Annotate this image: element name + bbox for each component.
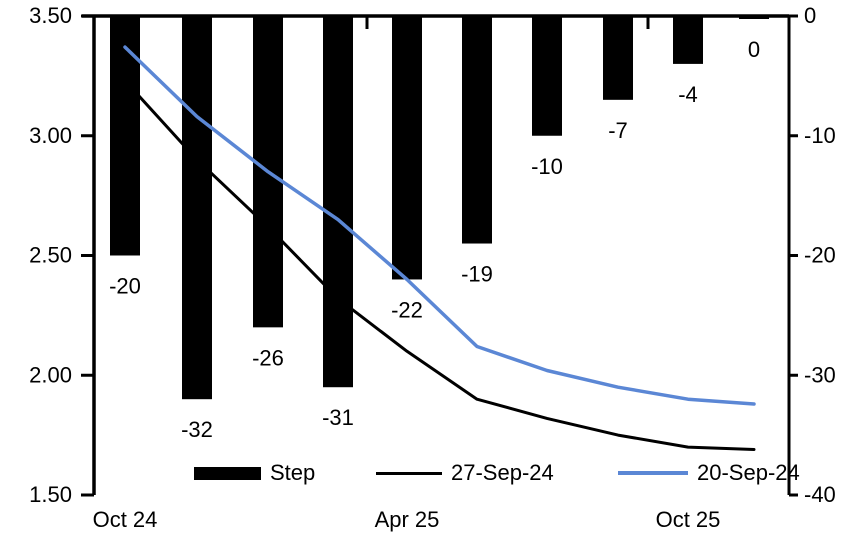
legend-label-step: Step xyxy=(270,460,316,485)
bar-step-6 xyxy=(532,16,562,136)
right-axis-tick-label-2: -20 xyxy=(804,243,836,268)
bar-data-label-5: -19 xyxy=(461,262,493,287)
legend-item-20-sep-24: 20-Sep-24 xyxy=(618,460,800,485)
legend-black-line-swatch-icon xyxy=(376,471,442,475)
x-axis-label-0: Oct 24 xyxy=(93,507,158,532)
line-20-sep-24 xyxy=(123,45,756,406)
left-axis-tick-label-4: 1.50 xyxy=(29,482,72,507)
legend-bar-swatch-icon xyxy=(194,466,261,480)
bar-data-label-2: -26 xyxy=(252,345,284,370)
legend-item-step: Step xyxy=(194,460,316,485)
bar-step-4 xyxy=(392,16,422,280)
bar-step-0 xyxy=(110,16,140,256)
right-axis-tick-label-3: -30 xyxy=(804,362,836,387)
legend-label-20-sep-24: 20-Sep-24 xyxy=(697,460,800,485)
left-axis-tick-label-0: 3.50 xyxy=(29,3,72,28)
right-axis-tick-label-0: 0 xyxy=(804,3,816,28)
bar-data-label-7: -7 xyxy=(608,118,628,143)
legend-label-27-sep-24: 27-Sep-24 xyxy=(451,460,554,485)
bar-step-1 xyxy=(182,16,212,400)
bar-data-label-6: -10 xyxy=(531,154,563,179)
bar-step-3 xyxy=(323,16,353,388)
right-axis-tick-label-4: -40 xyxy=(804,482,836,507)
legend-item-27-sep-24: 27-Sep-24 xyxy=(376,460,554,485)
left-axis-tick-label-2: 2.50 xyxy=(29,243,72,268)
x-axis-label-2: Oct 25 xyxy=(656,507,721,532)
right-axis-tick-label-1: -10 xyxy=(804,123,836,148)
left-axis-tick-label-1: 3.00 xyxy=(29,123,72,148)
x-axis-label-1: Apr 25 xyxy=(375,507,440,532)
bar-data-label-8: -4 xyxy=(678,82,698,107)
left-axis-tick-label-3: 2.00 xyxy=(29,362,72,387)
bar-data-label-4: -22 xyxy=(391,297,423,322)
bar-data-label-1: -32 xyxy=(181,417,213,442)
legend-blue-line-swatch-icon xyxy=(618,471,688,475)
bar-data-label-3: -31 xyxy=(322,405,354,430)
line-27-sep-24 xyxy=(123,79,756,451)
bar-step-5 xyxy=(462,16,492,244)
bar-step-7 xyxy=(603,16,633,100)
bar-data-label-0: -20 xyxy=(109,274,141,299)
bar-data-label-9: 0 xyxy=(748,37,760,62)
bar-step-8 xyxy=(673,16,703,64)
